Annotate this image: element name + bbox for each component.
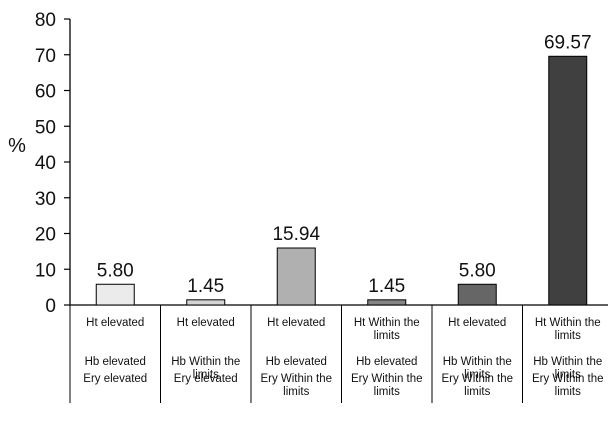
category-label: Hb elevated <box>266 356 327 368</box>
data-labels: 5.80 1.45 15.94 1.45 5.80 69.57 <box>97 32 592 297</box>
category-label: Ery Within the <box>441 373 513 385</box>
data-label: 69.57 <box>544 32 592 53</box>
category-label: Ht elevated <box>177 317 235 329</box>
category-label: Ht Within the <box>535 317 601 329</box>
y-tick-label: 20 <box>35 225 56 246</box>
y-tick-label: 30 <box>35 189 56 210</box>
data-label: 5.80 <box>459 260 496 281</box>
category-label: limits <box>555 386 581 398</box>
data-label: 1.45 <box>187 276 224 297</box>
category-label: Ht elevated <box>267 317 325 329</box>
y-tick-label: 60 <box>35 82 56 103</box>
category-label: Hb Within the <box>171 356 240 368</box>
category-table: Ht elevated Hb elevated Ery elevated Ht ele… <box>69 305 604 403</box>
y-tick-label: 80 <box>35 10 56 31</box>
bar <box>276 247 316 306</box>
category-label: limits <box>374 386 400 398</box>
data-label: 15.94 <box>272 224 320 245</box>
bar <box>186 299 226 306</box>
bar <box>95 283 135 306</box>
category-label: limits <box>283 386 309 398</box>
category-label: Ht elevated <box>448 317 506 329</box>
category-label: Hb Within the <box>533 356 602 368</box>
category-label: Hb Within the <box>443 356 512 368</box>
category-label: Ht elevated <box>86 317 144 329</box>
y-tick-label: 70 <box>35 46 56 67</box>
category-label: limits <box>464 369 490 381</box>
bars <box>95 55 588 306</box>
data-label: 5.80 <box>97 260 134 281</box>
y-tick-label: 0 <box>45 296 56 317</box>
category-label: Ht Within the <box>354 317 420 329</box>
category-label: Ery elevated <box>174 373 238 385</box>
bar <box>367 299 407 306</box>
category-label: Ery Within the <box>532 373 604 385</box>
category-label: Hb elevated <box>85 356 146 368</box>
category-label: limits <box>464 386 490 398</box>
y-axis-label: % <box>8 135 26 157</box>
category-label: Hb elevated <box>356 356 417 368</box>
bar <box>457 283 497 306</box>
category-label: Ery Within the <box>260 373 332 385</box>
y-tick-label: 10 <box>35 260 56 281</box>
category-label: limits <box>555 330 581 342</box>
category-label: limits <box>555 369 581 381</box>
category-label: Ery elevated <box>83 373 147 385</box>
y-tick-label: 40 <box>35 153 56 174</box>
category-label: Ery Within the <box>351 373 423 385</box>
y-tick-label: 50 <box>35 117 56 138</box>
category-label: limits <box>193 369 219 381</box>
bar <box>548 55 588 306</box>
data-label: 1.45 <box>368 276 405 297</box>
category-label: limits <box>374 330 400 342</box>
